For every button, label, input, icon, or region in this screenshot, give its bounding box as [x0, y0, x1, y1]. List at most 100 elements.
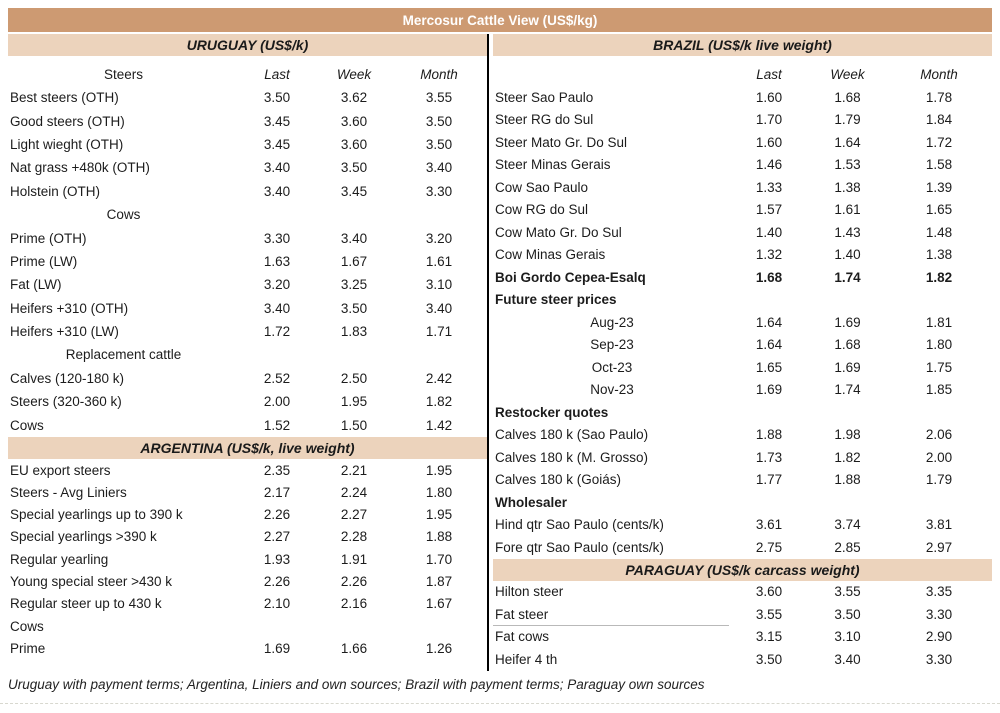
value-month: 3.30	[925, 606, 953, 622]
column-header-row-right: Last Week Month	[493, 56, 992, 86]
row-label: Future steer prices	[495, 292, 617, 308]
row-label: Steer Minas Gerais	[495, 157, 611, 173]
table-row: Special yearlings >390 k 2.27 2.28 1.88	[8, 526, 487, 548]
value-week: 1.67	[340, 253, 368, 269]
column-header-steers: Steers	[103, 67, 144, 82]
table-row: Future steer prices	[493, 289, 992, 312]
row-label: Calves 180 k (Goiás)	[495, 472, 622, 488]
value-month: 1.81	[925, 314, 953, 330]
table-row: EU export steers 2.35 2.21 1.95	[8, 459, 487, 481]
value-last: 1.60	[755, 134, 783, 150]
value-last: 3.20	[263, 277, 291, 293]
value-last: 1.63	[263, 253, 291, 269]
section-header-brazil: BRAZIL (US$/k live weight)	[493, 34, 992, 56]
value-month: 1.95	[425, 462, 453, 478]
argentina-rows: EU export steers 2.35 2.21 1.95 Steers - Avg…	[8, 459, 487, 660]
table-row: Light wieght (OTH) 3.45 3.60 3.50	[8, 133, 487, 156]
row-label: Calves (120-180 k)	[10, 370, 125, 386]
value-month: 1.79	[925, 472, 953, 488]
table-row: Wholesaler	[493, 491, 992, 514]
value-month: 2.97	[925, 539, 953, 555]
value-month: 3.40	[425, 160, 453, 176]
table-row: Cows	[8, 615, 487, 637]
value-last: 3.40	[263, 160, 291, 176]
value-last: 3.45	[263, 136, 291, 152]
value-last: 1.64	[755, 337, 783, 353]
table-row: Boi Gordo Cepea-Esalq 1.68 1.74 1.82	[493, 266, 992, 289]
section-header-uruguay-label: URUGUAY (US$/k)	[186, 37, 309, 53]
value-month: 1.75	[925, 359, 953, 375]
section-header-uruguay: URUGUAY (US$/k)	[8, 34, 487, 56]
panel-divider-line	[487, 34, 489, 671]
table-row: Steer RG do Sul 1.70 1.79 1.84	[493, 109, 992, 132]
row-label: Young special steer >430 k	[10, 573, 172, 589]
value-last: 1.77	[755, 472, 783, 488]
table-row: Aug-23 1.64 1.69 1.81	[493, 311, 992, 334]
value-week: 1.74	[834, 382, 861, 398]
value-month: 1.85	[925, 382, 953, 398]
value-week: 3.40	[340, 230, 368, 246]
value-last: 1.33	[755, 179, 783, 195]
value-week: 2.50	[340, 370, 368, 386]
value-week: 3.25	[340, 277, 368, 293]
row-label: Hind qtr Sao Paulo (cents/k)	[495, 517, 664, 533]
table-row: Replacement cattle	[8, 343, 487, 366]
value-month: 1.70	[425, 551, 453, 567]
row-label: Special yearlings >390 k	[10, 529, 157, 545]
value-week: 1.69	[834, 314, 861, 330]
table-row: Young special steer >430 k 2.26 2.26 1.87	[8, 570, 487, 592]
value-last: 2.17	[263, 484, 291, 500]
row-label: Heifers +310 (OTH)	[10, 300, 129, 316]
table-row: Fat cows 3.15 3.10 2.90	[493, 626, 992, 649]
value-week: 3.40	[834, 651, 861, 667]
value-month: 3.50	[425, 136, 453, 152]
row-label: Prime (OTH)	[10, 230, 87, 246]
row-label: Restocker quotes	[495, 404, 609, 420]
row-label: EU export steers	[10, 462, 111, 478]
value-month: 1.38	[925, 247, 953, 263]
row-label: Replacement cattle	[65, 347, 182, 363]
value-week: 2.21	[340, 462, 368, 478]
value-month: 1.82	[925, 269, 953, 285]
section-header-argentina-label: ARGENTINA (US$/k, live weight)	[140, 439, 355, 456]
column-header-last: Last	[756, 67, 782, 82]
value-month: 2.42	[425, 370, 453, 386]
value-week: 3.10	[834, 629, 861, 645]
table-row: Restocker quotes	[493, 401, 992, 424]
row-label: Good steers (OTH)	[10, 113, 125, 129]
value-week: 1.95	[340, 394, 368, 410]
value-week: 2.28	[340, 529, 368, 545]
row-label: Cow RG do Sul	[495, 202, 589, 218]
sources-footnote: Uruguay with payment terms; Argentina, L…	[8, 676, 705, 692]
value-week: 3.62	[340, 90, 368, 106]
value-week: 2.24	[340, 484, 368, 500]
table-row: Steers (320-360 k) 2.00 1.95 1.82	[8, 390, 487, 413]
row-label: Steers (320-360 k)	[10, 394, 122, 410]
value-week: 3.45	[340, 183, 368, 199]
row-label: Cow Minas Gerais	[495, 247, 606, 263]
report-title: Mercosur Cattle View (US$/kg)	[402, 12, 598, 28]
row-label: Aug-23	[590, 314, 634, 330]
table-row: Cow RG do Sul 1.57 1.61 1.65	[493, 199, 992, 222]
value-month: 1.95	[425, 507, 453, 523]
value-week: 1.83	[340, 324, 368, 340]
value-week: 1.91	[340, 551, 368, 567]
value-week: 1.74	[834, 269, 861, 285]
row-label: Sep-23	[590, 337, 634, 353]
row-label: Heifers +310 (LW)	[10, 324, 119, 340]
value-month: 1.65	[925, 202, 953, 218]
column-header-row-left: Steers Last Week Month	[8, 56, 487, 86]
row-label: Cows	[106, 207, 141, 223]
value-last: 3.30	[263, 230, 291, 246]
value-last: 1.88	[755, 427, 783, 443]
table-row: Good steers (OTH) 3.45 3.60 3.50	[8, 109, 487, 132]
row-label: Steer RG do Sul	[495, 112, 594, 128]
table-row: Cows	[8, 203, 487, 226]
row-label: Fat cows	[495, 629, 550, 645]
value-last: 3.55	[755, 606, 783, 622]
value-month: 3.81	[925, 517, 953, 533]
value-week: 2.16	[340, 596, 368, 612]
value-week: 1.53	[834, 157, 861, 173]
value-week: 1.43	[834, 224, 861, 240]
value-last: 1.46	[755, 157, 783, 173]
